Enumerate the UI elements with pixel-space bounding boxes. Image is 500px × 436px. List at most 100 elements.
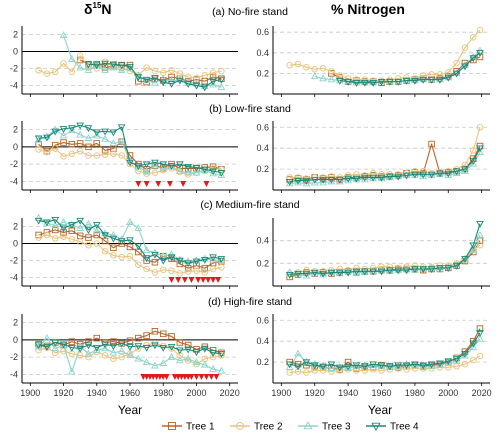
data-point-tree3 [302, 357, 311, 365]
data-point-tree3 [444, 171, 453, 179]
data-point-tree1 [60, 229, 67, 236]
data-point-tree4 [436, 360, 444, 368]
data-point-tree2 [60, 60, 67, 67]
data-point-tree4 [109, 235, 118, 243]
y-tick-label: -2 [10, 352, 18, 362]
x-tick-label: 2000 [186, 388, 206, 398]
legend-label: Tree 2 [254, 422, 283, 433]
data-point-tree2 [43, 148, 51, 156]
data-point-tree2 [135, 261, 142, 269]
data-point-tree4 [34, 342, 43, 350]
data-point-tree3 [109, 230, 118, 238]
data-point-tree4 [427, 361, 436, 369]
legend-item-tree3: Tree 3 [298, 421, 351, 433]
data-point-tree4 [352, 79, 361, 87]
legend-marker [168, 422, 176, 430]
y-tick-label: 0 [13, 335, 18, 345]
data-point-tree3 [209, 80, 217, 88]
data-point-tree4 [394, 78, 403, 86]
data-point-tree4 [369, 268, 378, 276]
data-point-tree3 [159, 359, 168, 366]
y-tick-label: 2 [13, 222, 18, 232]
data-point-tree4 [394, 362, 403, 370]
data-point-tree4 [117, 62, 126, 70]
data-point-tree1 [476, 325, 484, 332]
data-point-tree3 [217, 366, 226, 374]
x-tick-label: 1900 [20, 388, 40, 398]
data-point-tree2 [303, 369, 310, 376]
y-tick-label: 0.2 [256, 164, 269, 174]
legend-marker [371, 422, 381, 431]
y-tick-label: -4 [10, 369, 18, 379]
data-point-tree2 [201, 72, 209, 79]
data-point-tree1 [168, 73, 175, 81]
data-point-tree4 [411, 171, 419, 179]
data-point-tree3 [377, 265, 386, 273]
panel-d-n: 0.6 0.4 0.2 1900 1920 1940 1960 1980 2000 2020 [256, 314, 492, 398]
data-point-tree3 [34, 213, 43, 221]
data-point-tree4 [101, 128, 109, 136]
data-point-tree4 [192, 82, 201, 90]
data-point-tree2 [319, 367, 327, 374]
col-title-right: % Nitrogen [331, 1, 405, 17]
data-point-tree3 [126, 351, 134, 359]
fire-marker [143, 181, 150, 187]
fire-marker [200, 277, 207, 283]
data-point-tree1 [201, 264, 209, 272]
panel-title-a: (a) No-fire stand [212, 6, 288, 18]
data-point-tree4 [126, 237, 134, 245]
data-point-tree3 [360, 175, 369, 183]
data-point-tree4 [117, 124, 126, 132]
data-point-tree3 [92, 346, 101, 353]
data-point-tree3 [184, 354, 193, 362]
y-tick-label: 0.4 [256, 48, 269, 58]
series-line-tree1 [79, 59, 222, 83]
data-point-tree3 [101, 134, 109, 142]
data-point-tree3 [192, 256, 201, 264]
data-point-tree4 [167, 81, 176, 88]
y-tick-label: -4 [10, 273, 18, 283]
data-point-tree2 [294, 60, 302, 68]
legend-marker [303, 421, 313, 430]
y-tick-label: 2 [13, 30, 18, 40]
data-point-tree3 [109, 139, 118, 147]
data-point-tree4 [335, 77, 344, 85]
data-point-tree2 [93, 240, 101, 247]
data-point-tree2 [118, 353, 125, 361]
data-point-tree1 [151, 258, 159, 266]
data-point-tree4 [76, 217, 85, 225]
data-point-tree4 [344, 363, 352, 371]
data-point-tree3 [200, 254, 209, 262]
data-point-tree3 [192, 358, 201, 365]
fire-marker [205, 277, 212, 283]
data-point-tree4 [76, 122, 85, 130]
data-point-tree3 [419, 363, 428, 371]
fire-marker [195, 277, 202, 283]
data-point-tree4 [175, 347, 184, 355]
data-point-tree4 [352, 362, 361, 370]
data-point-tree3 [175, 255, 184, 263]
data-point-tree3 [159, 165, 168, 172]
data-point-tree2 [218, 352, 225, 359]
legend-label: Tree 1 [186, 422, 215, 433]
data-point-tree3 [126, 218, 134, 225]
data-point-tree4 [92, 344, 101, 352]
data-point-tree4 [101, 60, 109, 68]
data-point-tree2 [168, 267, 175, 274]
data-point-tree4 [43, 219, 51, 227]
data-point-tree4 [385, 267, 394, 275]
data-point-tree2 [476, 352, 484, 360]
data-point-tree2 [419, 72, 427, 79]
fire-marker [193, 374, 200, 380]
data-point-tree4 [335, 176, 344, 184]
data-point-tree3 [84, 134, 93, 141]
data-point-tree2 [76, 238, 84, 246]
data-point-tree4 [360, 268, 369, 276]
data-point-tree4 [142, 255, 151, 263]
data-point-tree2 [369, 264, 377, 272]
data-point-tree4 [67, 344, 76, 352]
data-point-tree4 [335, 269, 344, 277]
data-point-tree4 [67, 222, 76, 229]
data-point-tree3 [310, 360, 319, 367]
